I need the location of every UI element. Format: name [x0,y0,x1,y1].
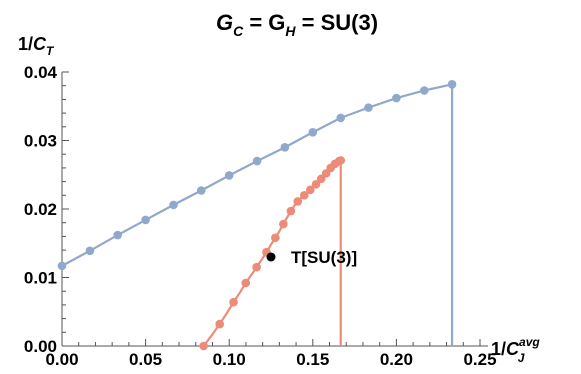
annotation-point [266,252,276,262]
data-point [280,143,290,152]
y-tick-label: 0.04 [24,63,58,82]
y-axis-label-sub: T [46,44,55,58]
data-point [229,297,238,307]
data-point [196,186,206,195]
x-tick-label: 0.05 [129,350,162,369]
ticks [61,71,481,347]
y-axis-label-prefix: 1/ [18,34,33,54]
data-point [224,171,234,180]
data-point [364,103,373,112]
x-axis-label-sub: J [518,351,525,365]
series-layer [57,80,457,351]
data-point [215,319,224,329]
data-point [293,197,303,206]
series-line [61,83,453,267]
data-point [308,127,318,137]
data-point [336,156,346,165]
data-point [447,80,457,89]
data-point [252,156,262,166]
data-point [141,215,150,225]
data-point [311,180,321,189]
title-sub1: C [233,23,244,39]
data-point [199,341,208,351]
data-point [279,219,288,229]
chart-title: GC = GH = SU(3) [216,10,378,39]
x-tick-label: 0.25 [463,350,496,369]
x-tick-label: 0.00 [45,350,78,369]
data-point [169,200,178,210]
y-axis-label-var: C [33,34,47,54]
y-axis-label: 1/CT [18,34,55,58]
y-tick-label: 0.00 [24,337,57,356]
data-point [241,278,251,288]
title-sub2: H [285,23,296,39]
x-axis-label: 1/Cavg J [491,335,540,365]
y-tick-label: 0.01 [24,269,57,288]
data-point [85,246,95,256]
x-tick-label: 0.15 [296,350,329,369]
data-point [271,233,280,243]
title-mid: = G [243,10,285,35]
data-point [286,206,296,216]
x-tick-label: 0.10 [213,350,246,369]
annotation-label: T[SU(3)] [291,248,357,267]
data-point [316,174,326,184]
data-point [252,262,261,272]
data-point [299,191,309,200]
tick-labels: 0.00 0.05 0.10 0.15 0.20 0.25 0.00 0.01 0.02 0.03… [24,63,497,369]
data-point [420,86,429,95]
data-point [392,93,401,103]
y-tick-label: 0.02 [24,200,57,219]
x-axis-label-prefix: 1/ [491,339,506,359]
title-suffix: = SU(3) [296,10,379,35]
data-point [336,113,346,123]
title-prefix: G [216,10,233,35]
data-point [113,230,122,240]
x-tick-label: 0.20 [380,350,413,369]
annotation-layer: T[SU(3)] [266,248,357,267]
x-axis-label-var: C [506,339,520,359]
y-tick-label: 0.03 [24,132,57,151]
data-point [57,261,67,271]
data-point [305,185,315,195]
x-axis-label-sup: avg [519,335,540,349]
